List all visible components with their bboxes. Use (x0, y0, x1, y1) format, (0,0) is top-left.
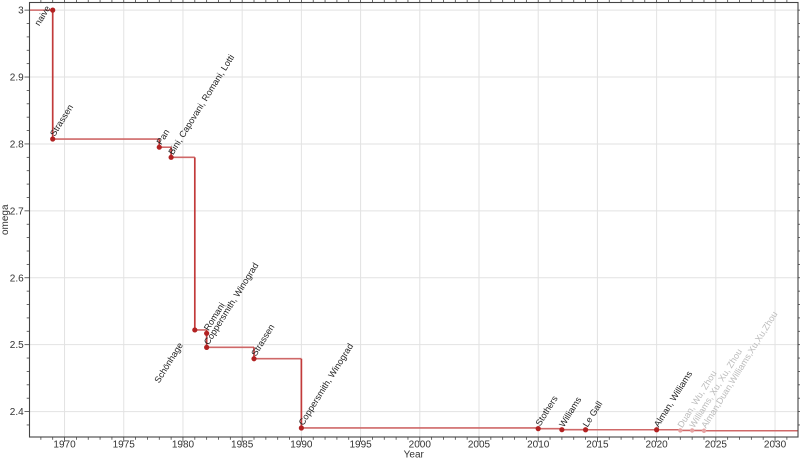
svg-text:2.8: 2.8 (10, 139, 24, 150)
svg-text:1995: 1995 (349, 440, 372, 451)
svg-text:2.6: 2.6 (10, 273, 24, 284)
svg-text:2.4: 2.4 (10, 407, 24, 418)
svg-text:2015: 2015 (586, 440, 609, 451)
svg-text:2.9: 2.9 (10, 73, 24, 84)
svg-text:2025: 2025 (705, 440, 728, 451)
svg-text:1975: 1975 (113, 440, 136, 451)
svg-text:Year: Year (404, 450, 425, 461)
svg-text:3: 3 (18, 6, 24, 17)
svg-text:1985: 1985 (231, 440, 254, 451)
svg-text:2.7: 2.7 (10, 206, 24, 217)
svg-text:1990: 1990 (290, 440, 313, 451)
svg-text:2020: 2020 (645, 440, 668, 451)
svg-text:1970: 1970 (53, 440, 76, 451)
svg-text:2030: 2030 (764, 440, 787, 451)
svg-text:2005: 2005 (468, 440, 491, 451)
svg-text:1980: 1980 (172, 440, 195, 451)
svg-text:2.5: 2.5 (10, 340, 24, 351)
svg-text:omega: omega (0, 204, 11, 235)
svg-text:2010: 2010 (527, 440, 550, 451)
